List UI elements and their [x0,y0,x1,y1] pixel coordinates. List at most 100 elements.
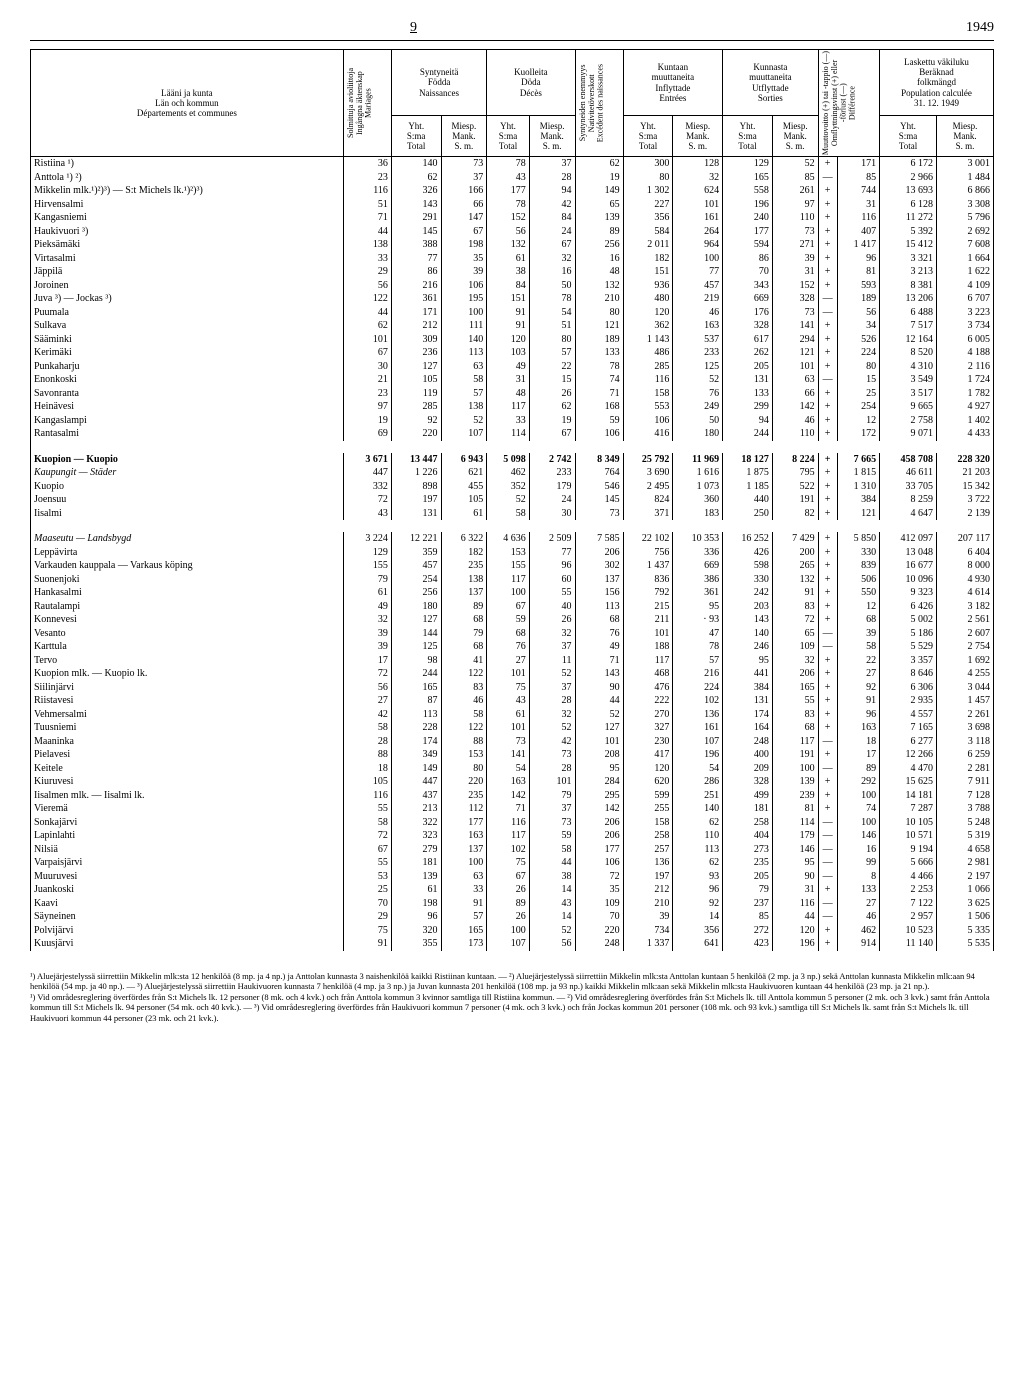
cell: 309 [391,333,441,347]
cell: 97 [772,198,818,212]
cell: 110 [673,829,723,843]
cell: 4 557 [880,708,937,722]
table-row: Rautalampi491808967401132159520383+126 4… [31,600,994,614]
cell: 55 [343,802,391,816]
cell: 384 [723,681,773,695]
table-row: Lapinlahti7232316311759206258110404179—1… [31,829,994,843]
cell: 139 [772,775,818,789]
cell: 6 277 [880,735,937,749]
cell: 101 [575,735,623,749]
cell: 165 [772,681,818,695]
cell: 246 [723,640,773,654]
cell: 55 [529,586,575,600]
cell: 62 [575,157,623,171]
cell: 90 [575,681,623,695]
cell: · 93 [673,613,723,627]
cell: 117 [487,400,530,414]
cell: 355 [391,937,441,951]
cell: 145 [575,493,623,507]
cell: 49 [575,640,623,654]
cell: 67 [529,238,575,252]
cell: 2 692 [936,225,993,239]
cell: 5 335 [936,924,993,938]
cell: 152 [772,279,818,293]
cell: 233 [529,466,575,480]
cell: 279 [391,843,441,857]
cell: 898 [391,480,441,494]
cell: 75 [343,924,391,938]
cell: 146 [772,843,818,857]
cell: 116 [837,211,880,225]
cell: 10 353 [673,532,723,546]
cell: 74 [575,373,623,387]
cell: 12 164 [880,333,937,347]
cell: 73 [529,816,575,830]
table-row: Iisalmen mlk. — Iisalmi lk.1164372351427… [31,789,994,803]
cell: 89 [487,897,530,911]
cell: 93 [673,870,723,884]
cell: 196 [673,748,723,762]
cell: 44 [575,694,623,708]
cell-sign: + [818,387,837,401]
cell: 292 [837,775,880,789]
cell-sign: — [818,816,837,830]
cell: 220 [441,775,487,789]
row-label: Ristiina ¹) [31,157,344,171]
cell: 2 509 [529,532,575,546]
table-row: Kuopion — Kuopio3 67113 4476 9435 0982 7… [31,453,994,467]
cell: 594 [723,238,773,252]
cell: 1 692 [936,654,993,668]
cell: 195 [441,292,487,306]
table-row: Tuusniemi582281221015212732716116468+163… [31,721,994,735]
cell: 58 [343,721,391,735]
cell-sign: + [818,225,837,239]
cell: 26 [487,910,530,924]
cell: 4 647 [880,507,937,521]
cell: 5 186 [880,627,937,641]
sub-yht: Yht. S:ma Total [723,116,773,157]
cell: 71 [487,802,530,816]
cell: 94 [529,184,575,198]
cell: 129 [723,157,773,171]
table-row: Varkauden kauppala — Varkaus köping15545… [31,559,994,573]
cell: 19 [343,414,391,428]
cell: 78 [529,292,575,306]
cell-sign: + [818,559,837,573]
cell: 553 [623,400,673,414]
cell: 33 [343,252,391,266]
cell: 6 005 [936,333,993,347]
cell: 285 [391,400,441,414]
cell-sign: — [818,640,837,654]
cell: 31 [487,373,530,387]
cell: 25 792 [623,453,673,467]
cell: 300 [623,157,673,171]
row-label: Vehmersalmi [31,708,344,722]
cell: 119 [391,387,441,401]
cell: 189 [575,333,623,347]
cell: 165 [441,924,487,938]
cell: 936 [623,279,673,293]
cell: 7 429 [772,532,818,546]
cell: 95 [673,600,723,614]
row-label: Rautalampi [31,600,344,614]
cell: 7 608 [936,238,993,252]
cell: 99 [837,856,880,870]
cell: 17 [837,748,880,762]
cell-sign: + [818,480,837,494]
cell: 79 [441,627,487,641]
cell: 34 [837,319,880,333]
cell: 526 [837,333,880,347]
cell: 146 [837,829,880,843]
cell: 73 [441,157,487,171]
cell-sign: + [818,360,837,374]
cell: 191 [772,493,818,507]
cell: 4 255 [936,667,993,681]
cell-sign: + [818,681,837,695]
cell: 11 272 [880,211,937,225]
table-row: Sonkajärvi583221771167320615862258114—10… [31,816,994,830]
cell: 624 [673,184,723,198]
cell: 16 [529,265,575,279]
col-births: Syntyneitä Födda Naissances [391,50,486,116]
cell: 621 [441,466,487,480]
cell: 54 [529,306,575,320]
